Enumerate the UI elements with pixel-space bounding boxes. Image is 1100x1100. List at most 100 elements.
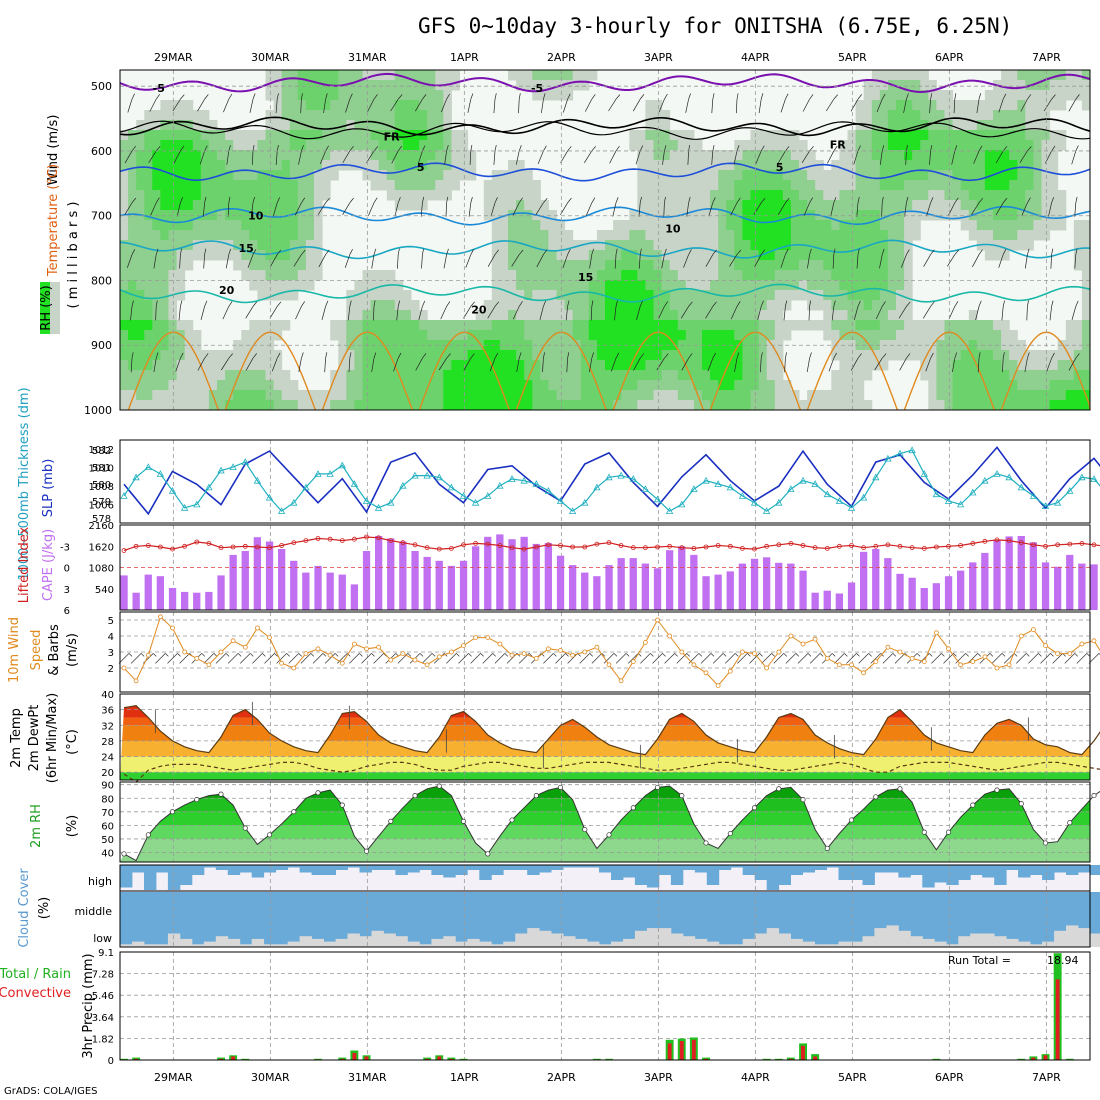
rh-cell [758, 380, 768, 391]
rh-cell [1001, 240, 1010, 251]
rh-cell [807, 250, 816, 261]
rh-cell [402, 380, 412, 391]
rh-cell [443, 320, 452, 331]
cloud-high-bar [1066, 865, 1079, 875]
rh-cell [508, 180, 517, 191]
rh-cell [742, 380, 751, 391]
rh-cell [984, 220, 994, 231]
top-date-labels: 29MAR 30MAR 31MAR 1APR 2APR 3APR 4APR 5APR 6APR 7… [154, 51, 1061, 64]
rh-cell [677, 150, 687, 161]
thickness-marker [265, 493, 274, 501]
rh-cell [928, 350, 937, 361]
rh-cell [685, 290, 695, 301]
rh-cell [710, 240, 719, 251]
rh-cell [443, 180, 452, 191]
cloud-middle-bar [335, 892, 348, 920]
rh2m-marker [897, 786, 903, 792]
cloud-high-bar [706, 865, 720, 885]
wind10m-barb [1040, 653, 1051, 664]
rh-cell [1009, 230, 1018, 241]
wind10m-barb [809, 653, 821, 664]
rh-cell [685, 380, 695, 391]
cloud-low-bar [371, 930, 384, 947]
rh-cell [314, 190, 323, 201]
rh-cell [378, 330, 388, 341]
rh-cell [225, 160, 234, 171]
wind-barb-flag [688, 249, 692, 255]
rh-cell [572, 80, 582, 91]
rh-cell [580, 370, 590, 381]
cloud-middle-bar [623, 892, 636, 920]
rh-cell [621, 260, 630, 271]
rh-cell [815, 250, 824, 261]
cloud-low-bar [646, 928, 660, 947]
pressure-tick: 600 [91, 145, 112, 158]
rh-cell [580, 290, 590, 301]
wind-barb [487, 254, 496, 267]
wind10m-units-label: (m/s) [65, 633, 80, 667]
wind-barb [905, 150, 907, 165]
rh-cell [233, 370, 242, 381]
rh-cell [871, 360, 881, 371]
rh-cell [483, 380, 493, 391]
rh-cell [128, 370, 137, 381]
rh-cell [685, 280, 695, 291]
rh-cell [532, 230, 541, 241]
rh-cell [144, 240, 153, 251]
wind-barb-flag [978, 93, 982, 100]
rh-cell [217, 160, 226, 171]
rh-cell [734, 280, 743, 291]
rh-cell [362, 120, 372, 131]
rh-cell [887, 110, 897, 121]
wind-barb [899, 358, 907, 371]
rh-cell [1073, 330, 1083, 341]
rh-cell [491, 210, 501, 221]
date-label: 31MAR [348, 1071, 387, 1084]
wind10m-marker [1067, 651, 1073, 656]
rh-cell [516, 400, 525, 411]
rh-cell [839, 300, 848, 311]
wind-barb-flag [881, 353, 887, 359]
rh-cell [960, 400, 970, 411]
lifted-index-label: Lifted Index [17, 526, 32, 603]
rh-cell [475, 310, 485, 321]
rh-cell [855, 380, 865, 391]
rh-cell [378, 270, 388, 281]
rh-cell [1025, 400, 1034, 411]
rh-cell [823, 400, 832, 411]
rh-cell [314, 230, 323, 241]
rh-cell [847, 360, 857, 371]
rh-cell [847, 260, 857, 271]
rh-cell [879, 330, 889, 341]
rh-cell [136, 260, 145, 271]
thickness-marker [993, 470, 1001, 477]
rh-cell [200, 140, 210, 151]
rh-cell [548, 360, 557, 371]
rh-cell [702, 380, 711, 391]
rh-cell [419, 380, 428, 391]
thickness-marker [665, 507, 674, 514]
wind-barb-flag [155, 146, 161, 152]
cloud-middle-bar [239, 892, 253, 920]
cape-bar [653, 568, 662, 610]
rh-cell [241, 350, 250, 361]
cloud-low-bar [958, 936, 971, 947]
rh-cell [499, 240, 509, 251]
rh-cell [257, 170, 266, 181]
cape-bar [435, 560, 443, 610]
wind-barb-flag [543, 249, 548, 255]
rh-cell [993, 200, 1002, 211]
rh-cell [766, 170, 776, 181]
wind-barb-flag [204, 300, 208, 307]
rh-cell [556, 70, 566, 81]
rh-cell [839, 390, 848, 401]
rh-cell [168, 300, 178, 311]
rh-cell [427, 160, 436, 171]
rh-cell [524, 350, 533, 361]
rh-cell [128, 200, 137, 211]
rh-cell [993, 380, 1002, 391]
rh-cell [968, 350, 978, 361]
cloud-middle-bar [227, 892, 241, 920]
rh-cell [1049, 140, 1059, 151]
lifted-index-marker [339, 538, 345, 543]
